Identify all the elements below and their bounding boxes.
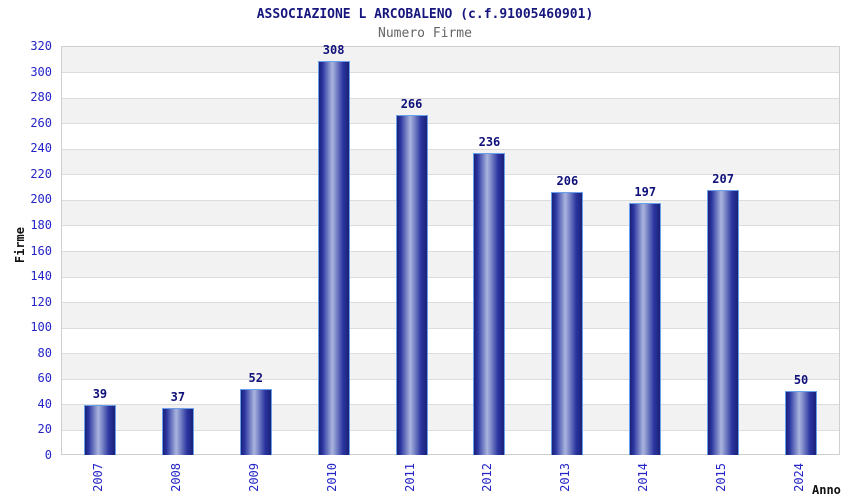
x-tick-label: 2008 bbox=[168, 463, 183, 492]
bar-value-label: 39 bbox=[92, 387, 108, 402]
grid-line bbox=[62, 97, 839, 99]
y-tick-label: 60 bbox=[37, 371, 52, 386]
grid-line bbox=[62, 302, 839, 304]
grid-line bbox=[62, 251, 839, 252]
bar-2024 bbox=[785, 391, 818, 455]
bar-2010 bbox=[317, 61, 350, 455]
bar-value-label: 197 bbox=[634, 185, 657, 200]
y-tick-label: 200 bbox=[30, 192, 52, 207]
x-tick-label: 2013 bbox=[558, 463, 573, 492]
bar-value-label: 266 bbox=[400, 97, 423, 112]
bar-value-label: 37 bbox=[170, 389, 186, 404]
bar-2009 bbox=[239, 388, 272, 455]
y-tick-label: 280 bbox=[30, 90, 52, 105]
bar-value-label: 52 bbox=[248, 370, 263, 385]
x-tick-label: 2010 bbox=[324, 463, 339, 492]
y-tick-label: 160 bbox=[30, 243, 52, 258]
y-tick-label: 100 bbox=[30, 320, 52, 335]
x-axis-label: Anno bbox=[812, 483, 841, 497]
bar-2015 bbox=[707, 190, 740, 455]
grid-line bbox=[62, 353, 839, 355]
bar-value-label: 207 bbox=[712, 172, 734, 187]
chart-title: ASSOCIAZIONE L ARCOBALENO (c.f.910054609… bbox=[256, 7, 594, 22]
bar-2013 bbox=[551, 191, 584, 455]
bar-value-label: 206 bbox=[556, 173, 579, 188]
y-tick-label: 320 bbox=[30, 39, 52, 53]
bar-value-label: 236 bbox=[478, 135, 501, 150]
y-tick-label: 300 bbox=[30, 64, 52, 79]
y-tick-label: 260 bbox=[30, 115, 52, 130]
y-tick-label: 120 bbox=[30, 294, 52, 309]
grid-line bbox=[62, 225, 839, 227]
grid-line bbox=[62, 276, 839, 278]
bar-value-label: 50 bbox=[793, 373, 809, 388]
y-tick-label: 20 bbox=[37, 422, 52, 437]
bar-2011 bbox=[395, 115, 428, 455]
y-tick-label: 140 bbox=[30, 269, 52, 284]
x-tick-label: 2011 bbox=[402, 463, 417, 492]
x-tick-label: 2007 bbox=[90, 463, 105, 492]
bar-2012 bbox=[473, 153, 506, 455]
x-tick-label: 2024 bbox=[792, 463, 807, 492]
grid-line bbox=[62, 429, 839, 431]
y-tick-label: 0 bbox=[44, 448, 52, 462]
y-tick-label: 240 bbox=[30, 141, 52, 156]
y-tick-label: 40 bbox=[37, 396, 52, 411]
bar-2008 bbox=[161, 407, 194, 455]
grid-line bbox=[62, 378, 839, 380]
bar-2007 bbox=[83, 405, 116, 455]
x-tick-label: 2014 bbox=[636, 463, 651, 492]
x-tick-label: 2015 bbox=[714, 463, 729, 492]
bar-value-label: 308 bbox=[322, 43, 345, 58]
y-tick-label: 220 bbox=[30, 166, 52, 181]
grid-line bbox=[62, 123, 839, 125]
grid-line bbox=[62, 327, 839, 329]
grid-line bbox=[62, 148, 839, 150]
bar-2014 bbox=[629, 203, 662, 455]
x-tick-label: 2009 bbox=[246, 463, 261, 492]
grid-line bbox=[62, 199, 839, 201]
grid-line bbox=[62, 174, 839, 176]
grid-line bbox=[62, 404, 839, 406]
x-tick-label: 2012 bbox=[480, 463, 495, 492]
chart-subtitle: Numero Firme bbox=[378, 26, 472, 41]
y-tick-label: 180 bbox=[30, 217, 52, 232]
y-tick-label: 80 bbox=[37, 345, 52, 360]
grid-line bbox=[62, 72, 839, 74]
